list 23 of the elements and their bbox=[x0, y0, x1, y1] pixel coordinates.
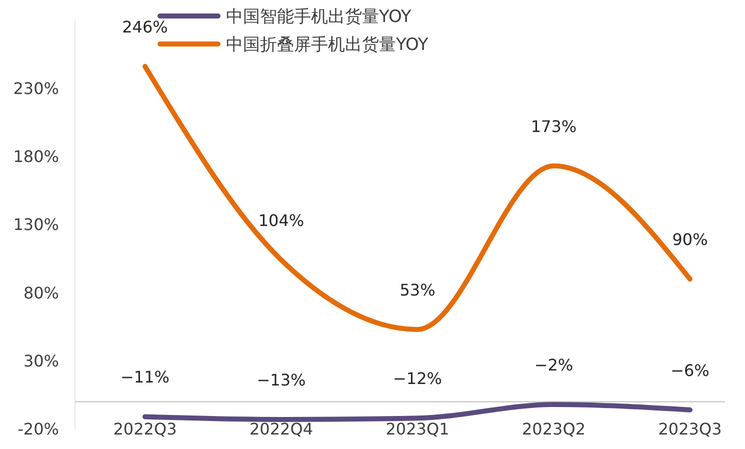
legend-label: 中国智能手机出货量YOY bbox=[226, 6, 412, 27]
legend-label: 中国折叠屏手机出货量YOY bbox=[226, 34, 429, 55]
data-label: 246% bbox=[122, 17, 168, 36]
x-tick-label: 2023Q2 bbox=[522, 420, 586, 439]
data-label: 90% bbox=[672, 230, 708, 250]
data-label: −6% bbox=[670, 360, 710, 380]
x-tick-label: 2022Q3 bbox=[113, 420, 177, 439]
x-tick-label: 2022Q4 bbox=[250, 420, 313, 439]
y-tick-label: 230% bbox=[13, 78, 59, 98]
x-tick-label: 2023Q1 bbox=[386, 420, 450, 439]
data-label: 53% bbox=[400, 280, 436, 300]
data-label: 173% bbox=[530, 116, 577, 136]
y-tick-label: 130% bbox=[13, 215, 59, 234]
y-tick-label: 80% bbox=[23, 283, 59, 302]
y-tick-label: 180% bbox=[13, 146, 59, 166]
y-tick-label: -20% bbox=[18, 420, 59, 439]
data-label: 104% bbox=[258, 210, 304, 230]
x-tick-label: 2023Q3 bbox=[658, 420, 722, 439]
data-label: −11% bbox=[120, 368, 170, 387]
y-tick-label: 30% bbox=[23, 351, 59, 370]
data-label: −2% bbox=[534, 355, 574, 374]
data-label: −13% bbox=[256, 370, 306, 390]
data-label: −12% bbox=[393, 369, 442, 388]
